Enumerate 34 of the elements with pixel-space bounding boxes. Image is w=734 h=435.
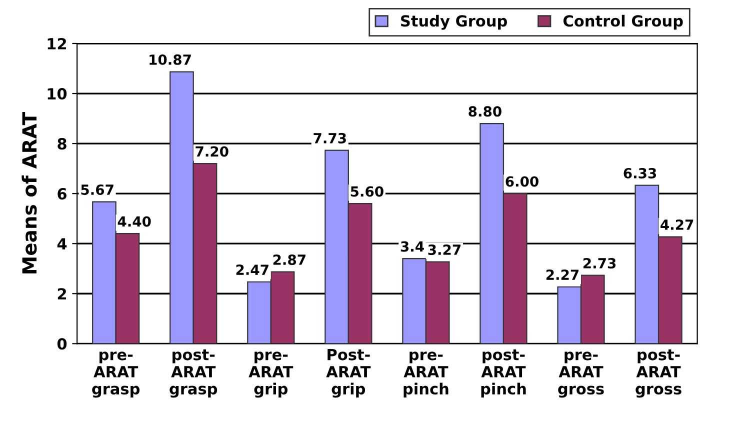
data-label: 2.27 <box>546 270 579 280</box>
data-label: 4.27 <box>660 219 694 230</box>
data-label: 2.47 <box>236 264 268 275</box>
data-label: 8.80 <box>468 106 502 117</box>
legend-label: Control Group <box>563 14 683 30</box>
x-tick-label: Post- ARAT grip <box>326 348 371 398</box>
data-label: 2.73 <box>583 258 616 269</box>
x-tick-label: pre- ARAT grasp <box>92 352 140 398</box>
data-label: 3.27 <box>428 244 460 255</box>
y-tick-label: 0 <box>57 338 67 350</box>
x-tick-label: post- ARAT pinch <box>481 349 526 398</box>
data-label: 5.67 <box>81 184 114 195</box>
data-label: 7.73 <box>314 132 346 144</box>
data-label: 4.40 <box>118 216 151 227</box>
x-tick-label: pre- ARAT grip <box>248 352 294 398</box>
y-tick-label: 8 <box>58 138 66 150</box>
data-label: 10.87 <box>150 54 191 65</box>
x-tick-label: post- ARAT grasp <box>170 349 218 398</box>
data-label: 5.60 <box>350 186 384 197</box>
data-label: 6.33 <box>624 168 656 178</box>
x-tick-label: pre- ARAT pinch <box>404 352 448 398</box>
y-tick-label: 12 <box>48 38 66 50</box>
y-tick-label: 4 <box>57 238 67 250</box>
y-axis-title: Means of ARAT <box>22 112 37 274</box>
data-label: 3.4 <box>400 241 424 252</box>
y-tick-label: 10 <box>48 88 67 100</box>
data-label: 7.20 <box>196 146 228 157</box>
data-label: 6.00 <box>506 176 538 187</box>
legend-label: Study Group <box>401 14 508 30</box>
y-tick-label: 2 <box>58 288 66 300</box>
x-tick-label: pre- ARAT gross <box>558 352 604 398</box>
y-tick-label: 6 <box>58 188 67 200</box>
data-label: 2.87 <box>273 254 306 266</box>
x-tick-label: post- ARAT gross <box>636 349 682 398</box>
